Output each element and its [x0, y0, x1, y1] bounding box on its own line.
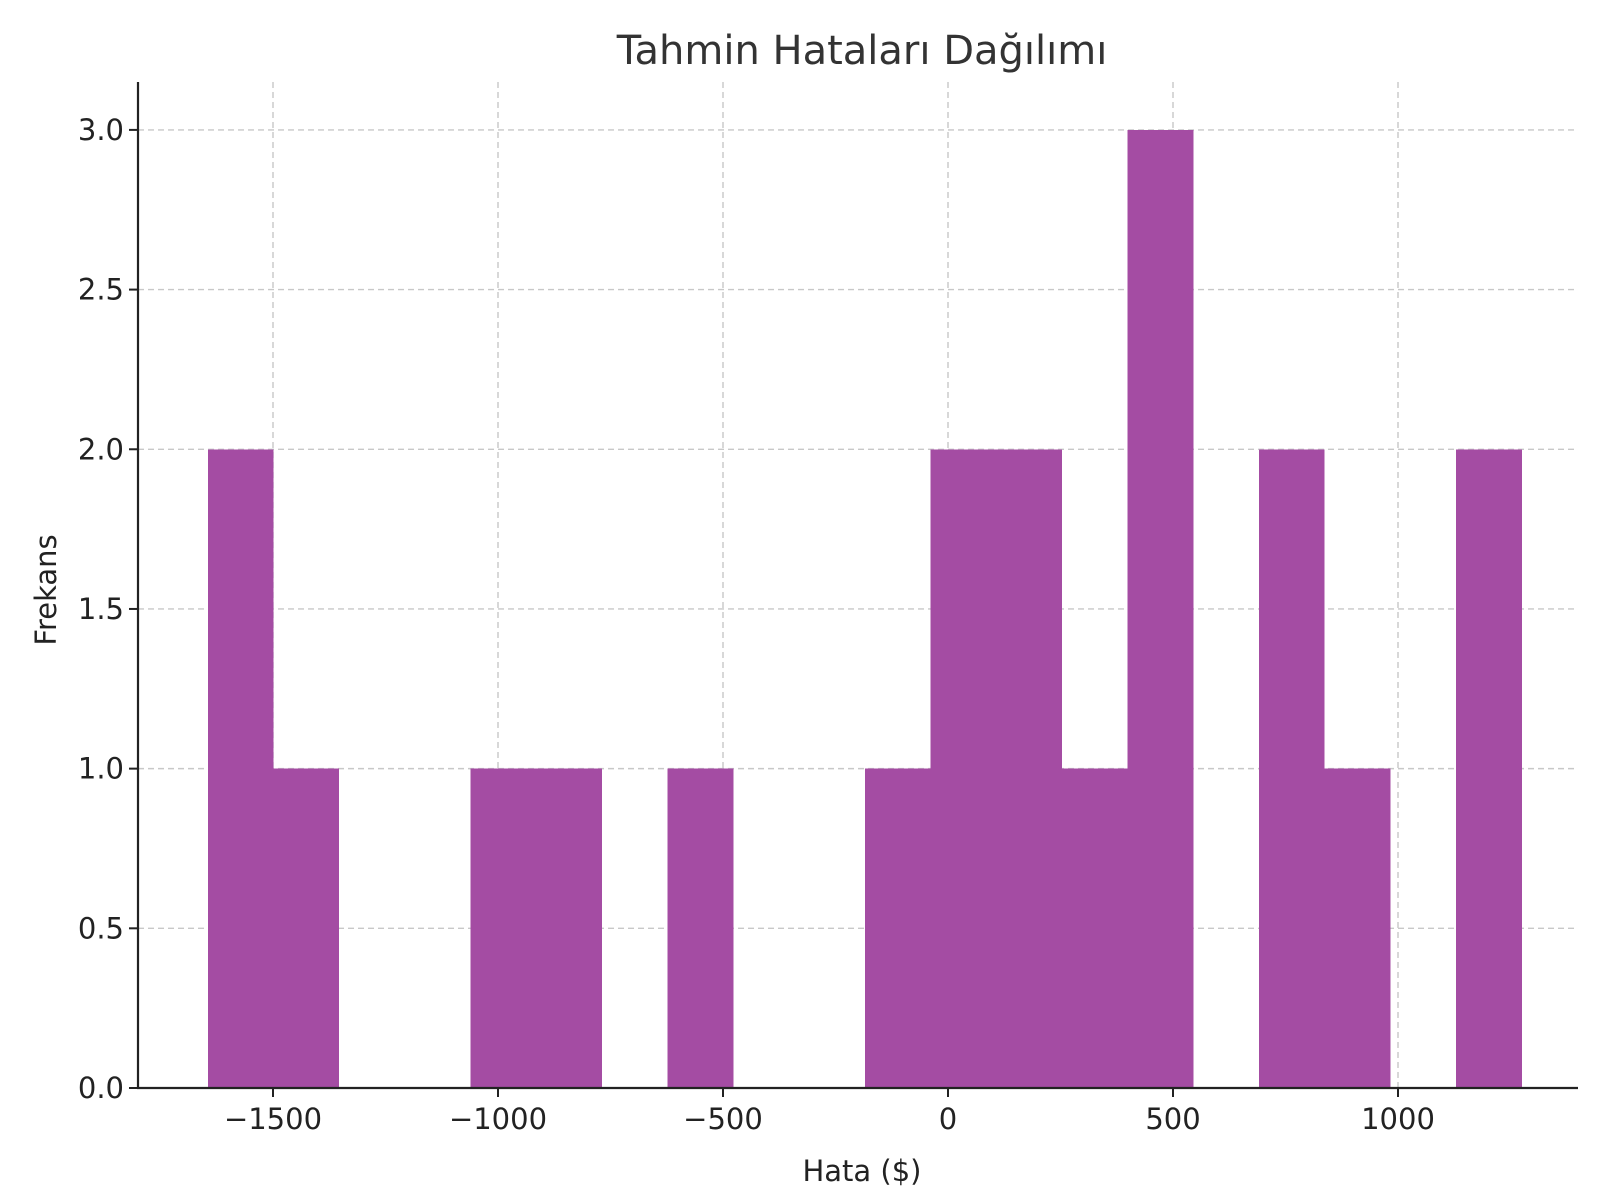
bars [207, 129, 1522, 1088]
histogram-bar [930, 449, 997, 1088]
y-tick-label: 1.5 [78, 592, 124, 626]
y-tick-label: 2.0 [78, 432, 124, 466]
y-tick-label: 2.5 [78, 273, 124, 307]
histogram-bar [996, 449, 1062, 1088]
y-tick-label: 3.0 [78, 113, 124, 147]
histogram-bar [1061, 768, 1128, 1088]
histogram-bar [864, 768, 931, 1088]
x-tick-label: 500 [1145, 1102, 1200, 1136]
histogram-bar [207, 449, 274, 1088]
histogram-bar [1324, 768, 1391, 1088]
x-tick-label: −500 [683, 1102, 763, 1136]
x-axis-label: Hata ($) [802, 1154, 921, 1188]
histogram-bar [1127, 129, 1194, 1088]
x-tick-label: −1500 [224, 1102, 322, 1136]
axes [136, 82, 1578, 1090]
histogram-bar [470, 768, 537, 1088]
y-tick-label: 1.0 [78, 752, 124, 786]
x-tick-label: 1000 [1361, 1102, 1435, 1136]
histogram-bar [667, 768, 734, 1088]
x-tick-label: 0 [939, 1102, 957, 1136]
histogram-bar [536, 768, 602, 1088]
y-axis-label: Frekans [29, 534, 63, 645]
chart-title: Tahmin Hataları Dağılımı [616, 28, 1108, 74]
histogram-bar [273, 768, 340, 1088]
histogram-bar [1456, 449, 1522, 1088]
y-tick-label: 0.0 [78, 1071, 124, 1105]
ticks: −1500 −1000 −500 0 500 1000 0.0 0.5 1.0 1.5 2.0 2.5… [78, 113, 1435, 1136]
x-tick-label: −1000 [449, 1102, 547, 1136]
y-tick-label: 0.5 [78, 911, 124, 945]
histogram-bar [1258, 449, 1325, 1088]
